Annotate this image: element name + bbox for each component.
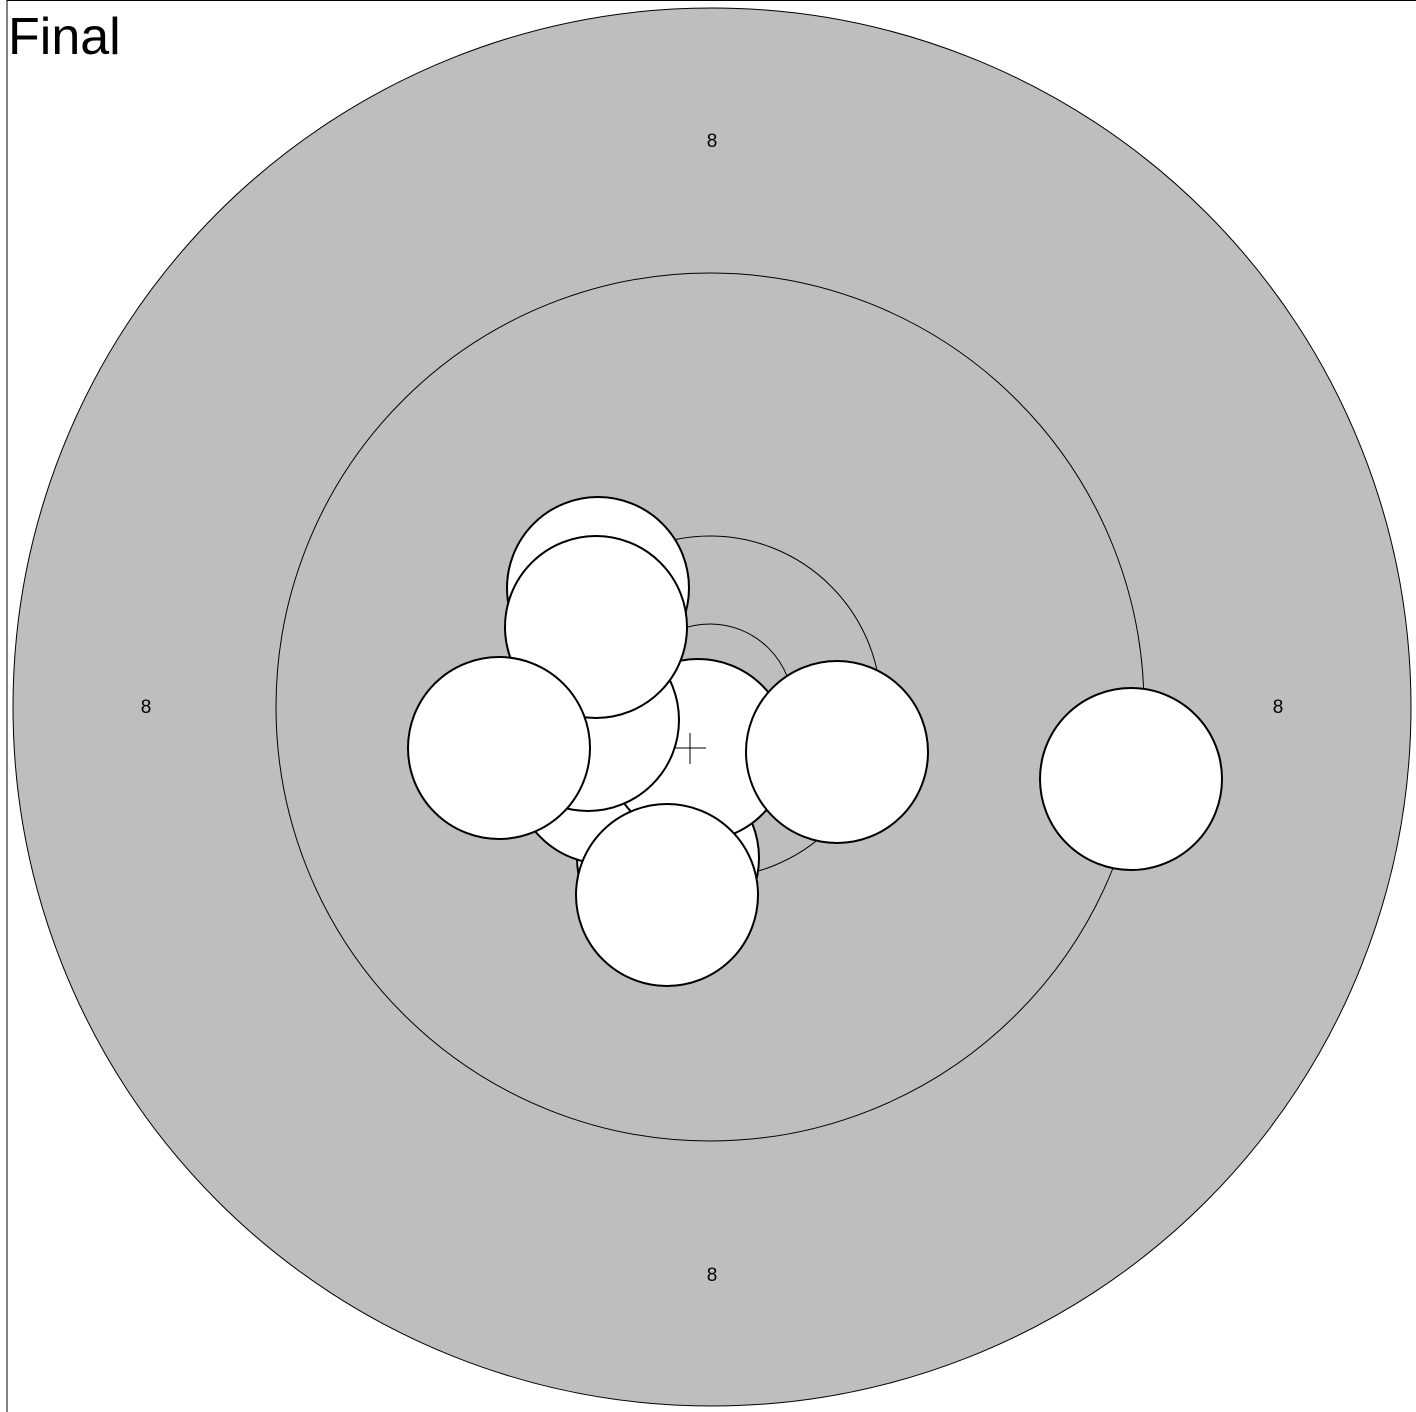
shot-hole bbox=[407, 656, 591, 840]
ring-label-left: 8 bbox=[141, 697, 152, 718]
shot-hole bbox=[575, 803, 759, 987]
shot-hole bbox=[745, 660, 929, 844]
page-title: Final bbox=[8, 8, 121, 66]
crosshair-icon bbox=[675, 733, 706, 764]
ring-label-right: 8 bbox=[1273, 697, 1284, 718]
shot-hole bbox=[1039, 687, 1223, 871]
ring-label-top: 8 bbox=[707, 131, 718, 152]
ring-label-bottom: 8 bbox=[707, 1265, 718, 1286]
